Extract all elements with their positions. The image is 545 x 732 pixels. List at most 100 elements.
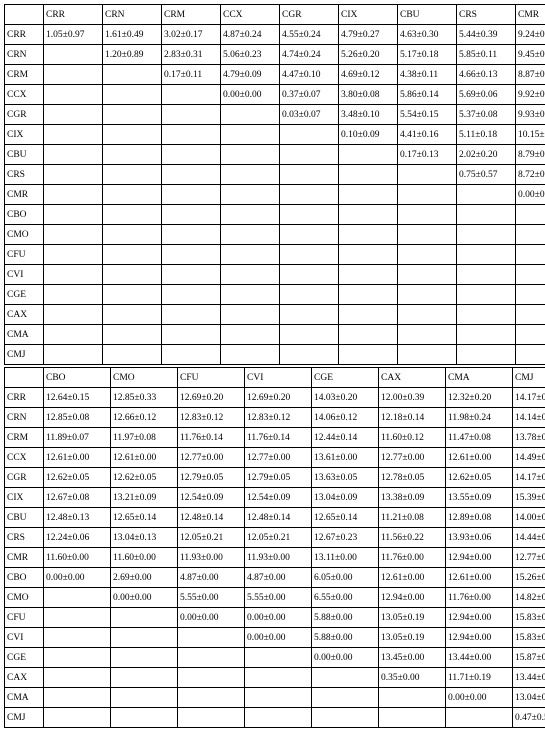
row-label: CMA — [5, 325, 44, 345]
data-cell — [221, 185, 280, 205]
data-cell — [103, 205, 162, 225]
data-cell: 14.82±0.08 — [513, 588, 545, 608]
data-cell: 9.93±0.05 — [516, 105, 545, 125]
data-cell: 12.94±0.00 — [446, 548, 513, 568]
data-cell: 5.86±0.14 — [398, 85, 457, 105]
row-label: CCX — [5, 448, 44, 468]
data-cell: 11.71±0.19 — [446, 668, 513, 688]
data-cell: 11.76±0.00 — [379, 548, 446, 568]
row-label: CIX — [5, 125, 44, 145]
data-cell: 12.65±0.14 — [312, 508, 379, 528]
data-cell: 4.66±0.13 — [457, 65, 516, 85]
data-cell: 12.18±0.14 — [379, 408, 446, 428]
data-cell — [457, 245, 516, 265]
data-cell: 12.79±0.05 — [178, 468, 245, 488]
table1-col-6: CBU — [398, 5, 457, 25]
data-cell — [516, 225, 545, 245]
data-cell — [339, 325, 398, 345]
data-cell: 0.00±0.00 — [245, 628, 312, 648]
data-cell — [44, 608, 111, 628]
data-cell — [457, 325, 516, 345]
data-cell: 12.67±0.08 — [44, 488, 111, 508]
data-cell — [379, 708, 446, 728]
data-cell: 4.79±0.09 — [221, 65, 280, 85]
data-cell: 12.61±0.00 — [111, 448, 178, 468]
table-row: CGR 0.03±0.073.48±0.105.54±0.155.37±0.089… — [5, 105, 545, 125]
data-cell — [44, 265, 103, 285]
table2-header-row: CBO CMO CFU CVI CGE CAX CMA CMJ — [5, 368, 545, 388]
data-cell: 4.87±0.00 — [245, 568, 312, 588]
table2-col-1: CMO — [111, 368, 178, 388]
data-cell — [516, 305, 545, 325]
data-cell — [516, 325, 545, 345]
data-cell: 3.48±0.10 — [339, 105, 398, 125]
row-label: CGR — [5, 105, 44, 125]
data-cell: 13.55±0.09 — [446, 488, 513, 508]
data-cell: 13.93±0.06 — [446, 528, 513, 548]
data-cell: 5.54±0.15 — [398, 105, 457, 125]
data-cell — [245, 688, 312, 708]
data-cell: 5.85±0.11 — [457, 45, 516, 65]
table1-header-row: CRR CRN CRM CCX CGR CIX CBU CRS CMR — [5, 5, 545, 25]
data-cell — [221, 225, 280, 245]
data-cell — [516, 265, 545, 285]
table-row: CIX0.10±0.094.41±0.165.11±0.1810.15±0.08 — [5, 125, 545, 145]
data-cell: 12.77±0.00 — [178, 448, 245, 468]
data-cell: 12.77±0.18 — [513, 548, 545, 568]
data-cell — [245, 668, 312, 688]
data-cell: 12.83±0.12 — [245, 408, 312, 428]
table-row: CIX12.67±0.0813.21±0.0912.54±0.0912.54±0… — [5, 488, 545, 508]
data-cell — [103, 245, 162, 265]
data-cell — [103, 225, 162, 245]
table-row: CBU0.17±0.132.02±0.208.79±0.13 — [5, 145, 545, 165]
data-cell: 5.88±0.00 — [312, 608, 379, 628]
data-cell — [103, 285, 162, 305]
data-cell: 4.47±0.10 — [280, 65, 339, 85]
data-cell — [516, 285, 545, 305]
data-cell: 12.44±0.14 — [312, 428, 379, 448]
table1-col-3: CCX — [221, 5, 280, 25]
data-cell — [221, 325, 280, 345]
data-cell — [398, 205, 457, 225]
table2-col-2: CFU — [178, 368, 245, 388]
row-label: CBO — [5, 568, 44, 588]
data-cell: 12.62±0.05 — [446, 468, 513, 488]
data-cell: 4.38±0.11 — [398, 65, 457, 85]
data-cell: 12.61±0.00 — [44, 448, 111, 468]
data-cell — [103, 325, 162, 345]
data-cell — [162, 345, 221, 365]
data-cell: 5.37±0.08 — [457, 105, 516, 125]
data-cell: 4.63±0.30 — [398, 25, 457, 45]
table1-col-0: CRR — [44, 5, 103, 25]
table1-col-1: CRN — [103, 5, 162, 25]
data-cell — [516, 245, 545, 265]
data-cell: 15.83±0.08 — [513, 628, 545, 648]
row-label: CAX — [5, 305, 44, 325]
data-cell — [221, 265, 280, 285]
table-row: CCX12.61±0.0012.61±0.0012.77±0.0012.77±0… — [5, 448, 545, 468]
data-cell — [44, 345, 103, 365]
data-cell — [457, 225, 516, 245]
data-cell: 1.20±0.89 — [103, 45, 162, 65]
data-cell: 10.15±0.08 — [516, 125, 545, 145]
row-label: CBU — [5, 508, 44, 528]
data-cell: 8.87±0.07 — [516, 65, 545, 85]
data-cell — [280, 205, 339, 225]
table-row: CMJ0.47±0.51 — [5, 708, 545, 728]
data-cell: 11.76±0.14 — [178, 428, 245, 448]
data-cell: 12.79±0.05 — [245, 468, 312, 488]
table-row: CCX0.00±0.000.37±0.073.80±0.085.86±0.145… — [5, 85, 545, 105]
data-cell: 15.39±0.11 — [513, 488, 545, 508]
data-cell — [398, 165, 457, 185]
table-row: CMJ — [5, 345, 545, 365]
data-cell: 1.61±0.49 — [103, 25, 162, 45]
data-cell: 9.24±0.46 — [516, 25, 545, 45]
data-cell: 5.69±0.06 — [457, 85, 516, 105]
data-cell — [162, 85, 221, 105]
row-label: CMR — [5, 548, 44, 568]
table-row: CMR0.00±0.00 — [5, 185, 545, 205]
data-cell: 0.03±0.07 — [280, 105, 339, 125]
data-cell: 12.48±0.14 — [178, 508, 245, 528]
row-label: CRN — [5, 408, 44, 428]
data-cell: 3.02±0.17 — [162, 25, 221, 45]
